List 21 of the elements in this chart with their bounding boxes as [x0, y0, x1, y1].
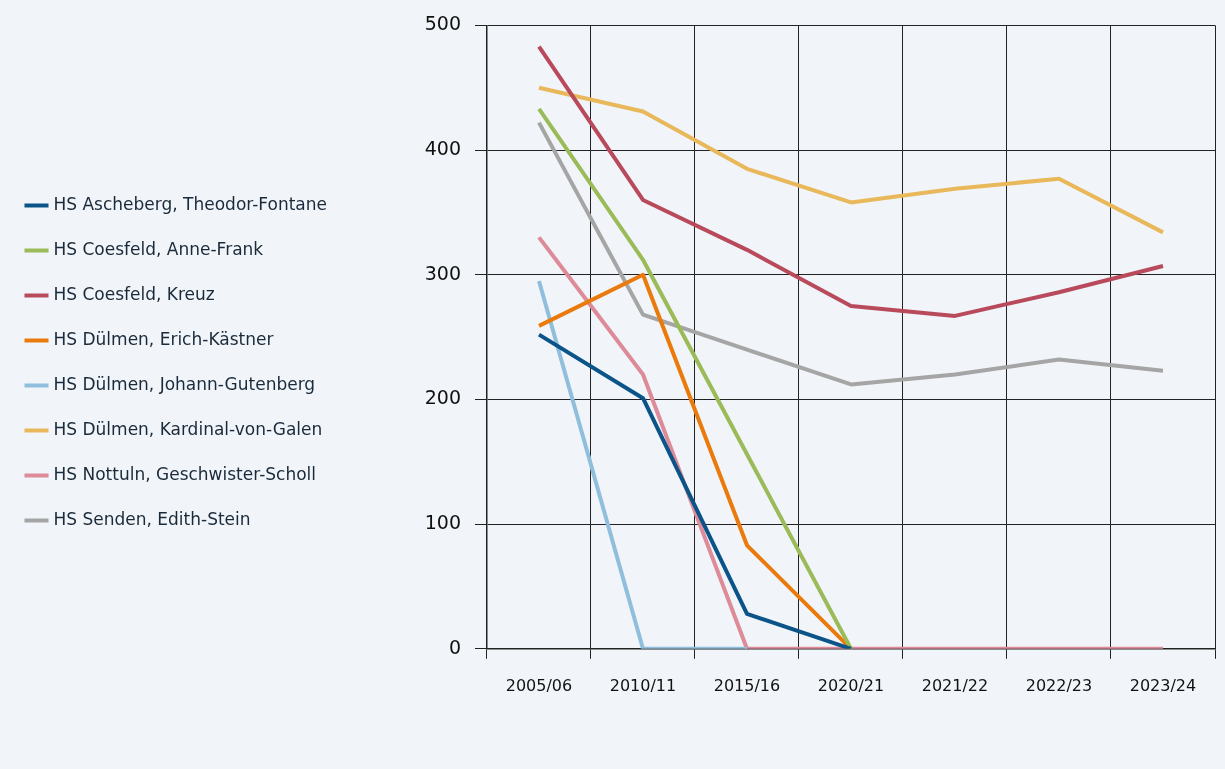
x-tick-label: 2022/23 [1025, 675, 1093, 695]
x-tick-label: 2020/21 [817, 675, 885, 695]
legend-label: HS Ascheberg, Theodor-Fontane [53, 193, 327, 214]
x-tick-label: 2021/22 [921, 675, 989, 695]
x-tick-label: 2005/06 [505, 675, 573, 695]
legend-label: HS Dülmen, Johann-Gutenberg [53, 373, 316, 394]
x-tick-label: 2015/16 [713, 675, 781, 695]
y-tick-label: 200 [424, 386, 461, 409]
legend-label: HS Coesfeld, Kreuz [53, 283, 215, 304]
y-tick-label: 400 [424, 137, 461, 160]
y-tick-label: 300 [424, 261, 461, 284]
y-tick-label: 0 [448, 635, 461, 658]
legend-label: HS Dülmen, Erich-Kästner [53, 328, 274, 349]
legend-label: HS Coesfeld, Anne-Frank [53, 238, 264, 259]
y-tick-label: 500 [424, 12, 461, 35]
legend-label: HS Dülmen, Kardinal-von-Galen [53, 418, 323, 439]
x-tick-label: 2023/24 [1129, 675, 1197, 695]
x-tick-label: 2010/11 [609, 675, 677, 695]
legend-label: HS Senden, Edith-Stein [53, 508, 251, 529]
y-tick-label: 100 [424, 511, 461, 534]
legend-label: HS Nottuln, Geschwister-Scholl [53, 463, 317, 484]
